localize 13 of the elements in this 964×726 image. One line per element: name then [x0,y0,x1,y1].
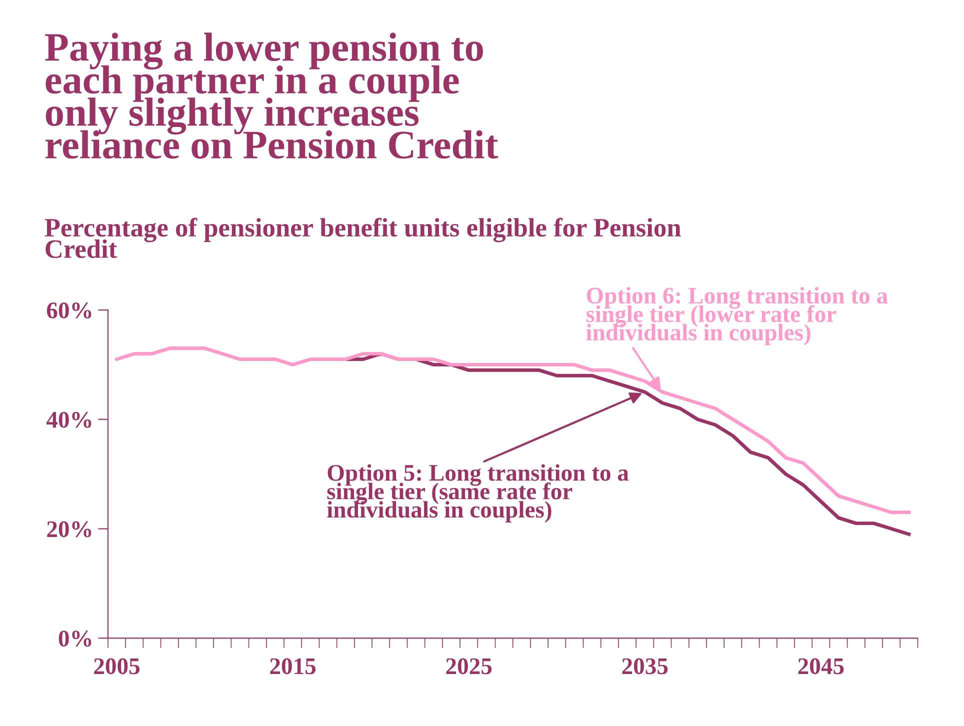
chart-subtitle: Percentage of pensioner benefit units eligible for Pension Credit [44,218,681,258]
series-label: Option 6: Long transition to a single tier (lower rate for individuals in couples) [586,287,888,346]
x-tick-label: 2025 [446,658,492,674]
x-tick-label: 2005 [94,658,140,674]
y-tick-label: 60% [46,302,92,319]
x-tick-label: 2035 [622,658,668,674]
y-tick-label: 40% [46,412,92,428]
y-tick-label: 0% [58,630,92,647]
text: Option 5: Long transition to a single tier (same rate for individuals in couples) [327,464,629,522]
chart-title: Paying a lower pension to each partner in a couple only slightly increases reliance on Pension Credit [45,32,498,159]
y-tick-label: 20% [47,521,92,538]
x-tick-label: 2045 [798,658,844,674]
x-tick-label: 2015 [270,658,316,674]
